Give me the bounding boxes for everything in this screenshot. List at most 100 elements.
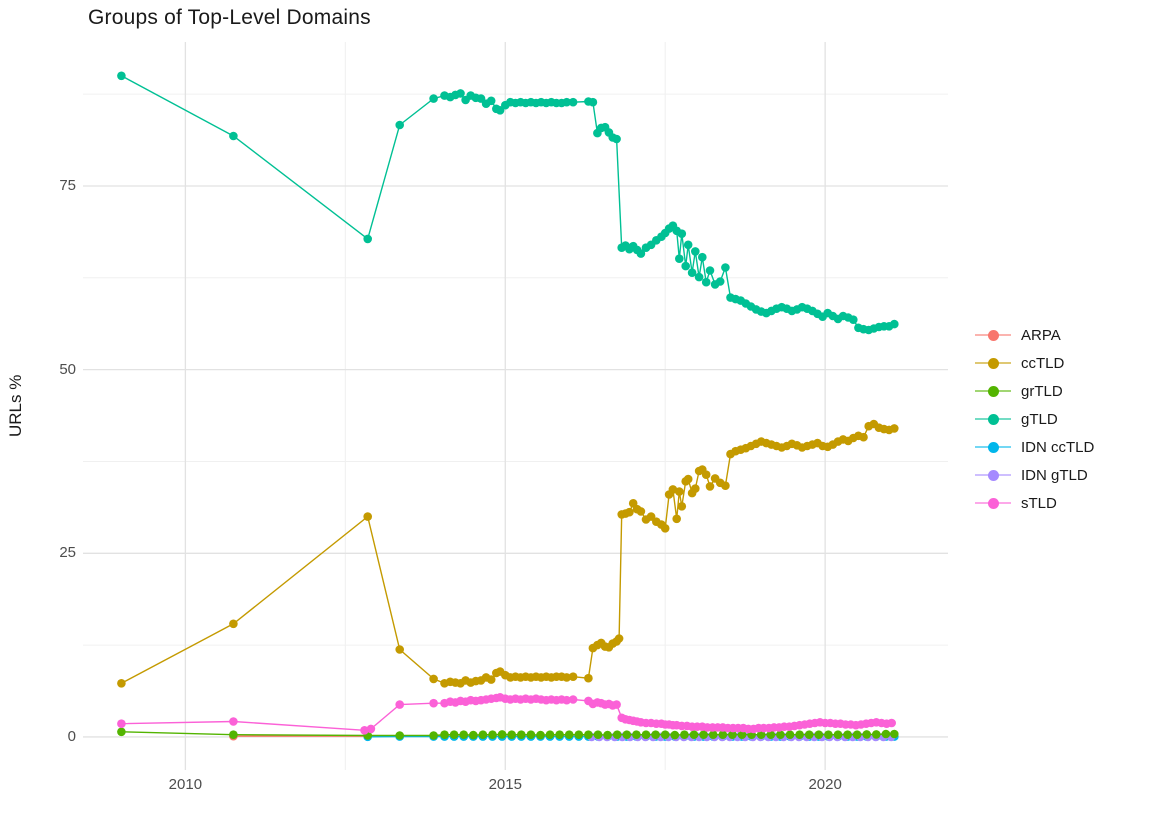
legend-dot-icon (988, 442, 999, 453)
data-point-gTLD (681, 261, 690, 271)
chart-title: Groups of Top-Level Domains (88, 6, 371, 29)
data-point-grTLD (622, 730, 632, 739)
data-point-grTLD (824, 730, 833, 739)
data-point-gTLD (568, 97, 578, 107)
data-point-grTLD (689, 730, 699, 739)
data-point-ccTLD (117, 679, 126, 688)
legend-label: sTLD (1021, 494, 1057, 512)
legend-key-icon (975, 411, 1011, 427)
series-line-gTLD (121, 75, 895, 331)
data-point-gTLD (612, 134, 621, 144)
data-point-gTLD (229, 131, 238, 141)
data-point-sTLD (562, 695, 571, 705)
y-axis-title: URLs % (6, 374, 25, 438)
data-point-grTLD (718, 730, 728, 739)
data-point-grTLD (574, 730, 584, 739)
data-point-gTLD (636, 249, 646, 258)
data-point-gTLD (698, 252, 707, 262)
data-point-gTLD (675, 254, 684, 263)
legend-key-icon (975, 383, 1011, 399)
data-point-ccTLD (675, 487, 684, 496)
data-point-grTLD (612, 730, 622, 739)
data-point-sTLD (229, 717, 238, 726)
legend-dot-icon (988, 414, 999, 425)
data-point-grTLD (776, 730, 785, 739)
y-tick-label: 0 (67, 727, 76, 745)
data-point-sTLD (568, 695, 578, 704)
data-point-gTLD (117, 71, 126, 81)
data-point-grTLD (497, 730, 507, 739)
data-point-ccTLD (859, 432, 868, 442)
data-point-grTLD (632, 730, 641, 739)
data-point-grTLD (469, 730, 478, 740)
data-point-grTLD (555, 730, 564, 739)
data-point-grTLD (545, 730, 555, 739)
data-point-gTLD (683, 240, 693, 250)
data-point-grTLD (603, 730, 612, 740)
data-point-ccTLD (625, 507, 634, 517)
legend-label: IDN ccTLD (1021, 438, 1095, 456)
data-point-ccTLD (683, 474, 693, 484)
data-point-grTLD (852, 730, 862, 739)
x-tick-label: 2010 (168, 776, 203, 793)
data-point-grTLD (488, 730, 497, 739)
data-point-grTLD (737, 730, 747, 739)
x-tick-label: 2015 (488, 776, 522, 793)
data-point-gTLD (849, 315, 858, 325)
data-point-grTLD (795, 730, 804, 739)
data-point-ccTLD (691, 484, 700, 493)
data-point-ccTLD (363, 512, 373, 521)
data-point-grTLD (429, 731, 438, 740)
data-point-grTLD (440, 730, 449, 739)
data-point-sTLD (366, 724, 376, 734)
data-point-ccTLD (672, 514, 681, 524)
data-point-grTLD (593, 730, 603, 739)
data-point-sTLD (612, 700, 621, 709)
data-point-grTLD (843, 730, 852, 739)
legend-dot-icon (988, 330, 999, 341)
data-point-ccTLD (229, 619, 238, 629)
legend-key-icon (975, 495, 1011, 511)
data-point-gTLD (694, 272, 704, 282)
data-point-grTLD (478, 730, 488, 739)
data-point-grTLD (708, 730, 718, 739)
data-point-grTLD (804, 730, 814, 739)
data-point-ccTLD (701, 470, 711, 480)
legend-label: ARPA (1021, 326, 1061, 344)
x-tick-label: 2020 (808, 776, 842, 793)
data-point-grTLD (699, 730, 708, 739)
data-point-grTLD (526, 730, 536, 739)
data-point-grTLD (459, 730, 469, 739)
legend-label: ccTLD (1021, 354, 1065, 372)
data-point-gTLD (701, 277, 711, 287)
legend-key-icon (975, 467, 1011, 483)
data-point-grTLD (584, 730, 593, 739)
data-point-grTLD (651, 730, 660, 739)
data-point-ccTLD (660, 524, 670, 533)
data-point-ccTLD (429, 674, 438, 684)
data-point-gTLD (562, 97, 571, 107)
data-point-sTLD (429, 698, 438, 708)
data-point-grTLD (660, 730, 670, 739)
data-point-grTLD (670, 730, 680, 740)
data-point-grTLD (507, 730, 516, 739)
data-point-grTLD (536, 730, 545, 740)
data-point-gTLD (705, 266, 715, 275)
legend-item-ccTLD: ccTLD (975, 349, 1094, 377)
data-point-ccTLD (705, 482, 715, 491)
data-point-sTLD (360, 726, 369, 735)
legend-item-grTLD: grTLD (975, 377, 1094, 405)
legend-key-icon (975, 355, 1011, 371)
data-point-grTLD (641, 730, 651, 739)
legend-label: grTLD (1021, 382, 1063, 400)
data-point-ccTLD (584, 673, 593, 683)
data-point-grTLD (517, 730, 526, 739)
legend-item-IDN ccTLD: IDN ccTLD (975, 433, 1094, 461)
data-point-grTLD (117, 727, 126, 737)
data-point-grTLD (564, 730, 574, 739)
legend-label: gTLD (1021, 410, 1058, 428)
legend-dot-icon (988, 470, 999, 481)
legend-item-IDN gTLD: IDN gTLD (975, 461, 1094, 489)
data-point-gTLD (691, 247, 700, 256)
